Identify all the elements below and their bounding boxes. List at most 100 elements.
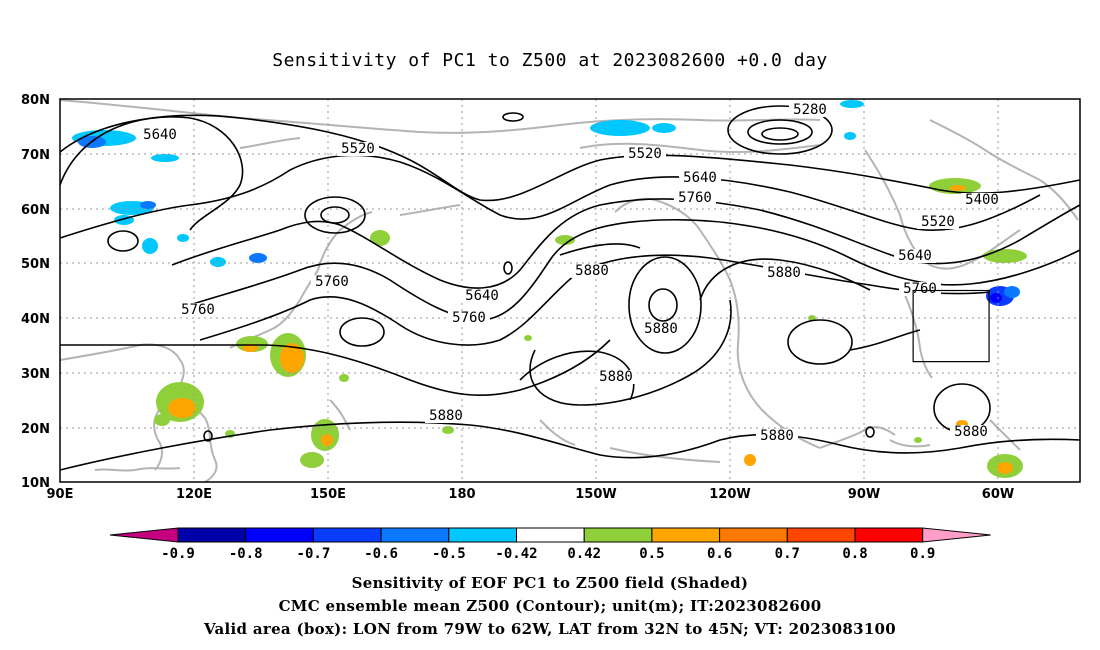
coastline [819, 426, 896, 449]
contour-label: 5520 [921, 214, 955, 230]
sensitivity-patch [1004, 286, 1020, 298]
colorbar-arrow-low [109, 527, 179, 543]
valid-area-box [912, 289, 990, 363]
latitude-labels: 80N 70N 60N 50N 40N 30N 20N 10N [21, 93, 50, 491]
colorbar-label: -0.6 [364, 546, 398, 562]
sensitivity-patch [168, 398, 196, 418]
gridlines [60, 99, 1080, 482]
z500-contour [59, 116, 244, 231]
contour-label-bg [571, 264, 613, 278]
z500-contour [849, 329, 921, 351]
sensitivity-patch [997, 462, 1013, 474]
contour-label: 5880 [760, 428, 794, 444]
contour-label: 5520 [341, 141, 375, 157]
lat-label: 40N [21, 312, 50, 327]
coastline [699, 229, 821, 449]
colorbar-bin [245, 527, 314, 543]
coastline [989, 419, 1021, 451]
coastline [229, 269, 319, 349]
contour-label-bg [917, 215, 959, 229]
coastline [239, 137, 301, 149]
lon-label: 120W [709, 487, 750, 502]
colorbar-bin [380, 527, 450, 543]
contour-label-bg [139, 128, 181, 142]
sensitivity-patch [990, 293, 1002, 303]
contour-label-bg [899, 282, 941, 296]
coastline [904, 294, 933, 379]
lat-label: 80N [21, 93, 50, 108]
z500-closed-contour [727, 105, 833, 155]
z500-contour [699, 258, 871, 301]
coastline [1039, 179, 1079, 221]
sensitivity-patch [280, 343, 304, 373]
colorbar-label: 0.5 [639, 546, 664, 562]
contour-label-bg [894, 249, 936, 263]
contour-label: 5880 [599, 369, 633, 385]
colorbar [109, 527, 991, 543]
colorbar-bin [651, 527, 721, 543]
colorbar-label: 0.6 [707, 546, 732, 562]
z500-closed-contour [107, 230, 139, 252]
sensitivity-patch [339, 374, 349, 382]
caption-valid-area: Valid area (box): LON from 79W to 62W, L… [203, 620, 897, 638]
contour-label-bg [640, 322, 682, 336]
contour-label-bg [177, 303, 219, 317]
colorbar-labels: -0.9 -0.8 -0.7 -0.6 -0.5 -0.42 0.42 0.5 0.6 0.7 0.… [161, 546, 935, 562]
contour-label-bg [674, 191, 716, 205]
sensitivity-patch [652, 123, 676, 133]
sensitivity-patch [142, 238, 158, 254]
contour-label-bg [624, 147, 666, 161]
caption-contour: CMC ensemble mean Z500 (Contour); unit(m… [278, 597, 822, 615]
z500-contour [199, 254, 991, 346]
z500-closed-contour [503, 261, 513, 275]
lon-label: 90E [47, 487, 74, 502]
colorbar-label: 0.9 [910, 546, 935, 562]
coastline [329, 399, 351, 431]
longitude-labels: 90E 120E 150E 180 150W 120W 90W 60W [47, 487, 1015, 502]
colorbar-label: -0.42 [495, 546, 537, 562]
sensitivity-patch [242, 344, 258, 352]
sensitivity-patch [177, 234, 189, 242]
caption-shading: Sensitivity of EOF PC1 to Z500 field (Sh… [351, 574, 749, 592]
sensitivity-patch [840, 100, 864, 108]
colorbar-bin [854, 527, 924, 543]
lat-label: 30N [21, 367, 50, 382]
contour-label-bg [763, 266, 805, 280]
sensitivity-patch [914, 437, 922, 443]
colorbar-bin [516, 527, 585, 543]
sensitivity-patch [844, 132, 856, 140]
colorbar-bin [583, 527, 653, 543]
z500-closed-contour [502, 112, 524, 122]
colorbar-bin [719, 527, 788, 543]
lat-label: 10N [21, 476, 50, 491]
contour-label: 5400 [965, 192, 999, 208]
sensitivity-shading [72, 100, 1027, 478]
map-frame [59, 98, 1081, 483]
z500-closed-contour [203, 430, 213, 442]
contour-label: 5640 [143, 127, 177, 143]
coastline [579, 142, 821, 154]
contour-label: 5760 [181, 302, 215, 318]
colorbar-bin [312, 527, 382, 543]
lon-label: 60W [982, 487, 1014, 502]
z500-contour [59, 114, 1081, 202]
coastline [317, 211, 373, 271]
z500-closed-contour [747, 119, 813, 145]
colorbar-bin [448, 527, 517, 543]
coastline [94, 467, 181, 472]
sensitivity-patch [151, 154, 179, 162]
lon-label: 120E [176, 487, 212, 502]
z500-contour [529, 299, 732, 406]
chart-title: Sensitivity of PC1 to Z500 at 2023082600… [272, 50, 828, 71]
lon-label: 150W [575, 487, 616, 502]
colorbar-label: 0.42 [567, 546, 601, 562]
z500-closed-contour [761, 127, 799, 141]
contour-label-bg [595, 370, 637, 384]
contour-label: 5760 [903, 281, 937, 297]
sensitivity-patch [950, 185, 966, 191]
z500-contour [179, 218, 1081, 321]
coastline [59, 99, 561, 134]
lon-label: 180 [448, 487, 475, 502]
contour-label-bg [789, 103, 831, 117]
contour-label-bg [425, 409, 467, 423]
